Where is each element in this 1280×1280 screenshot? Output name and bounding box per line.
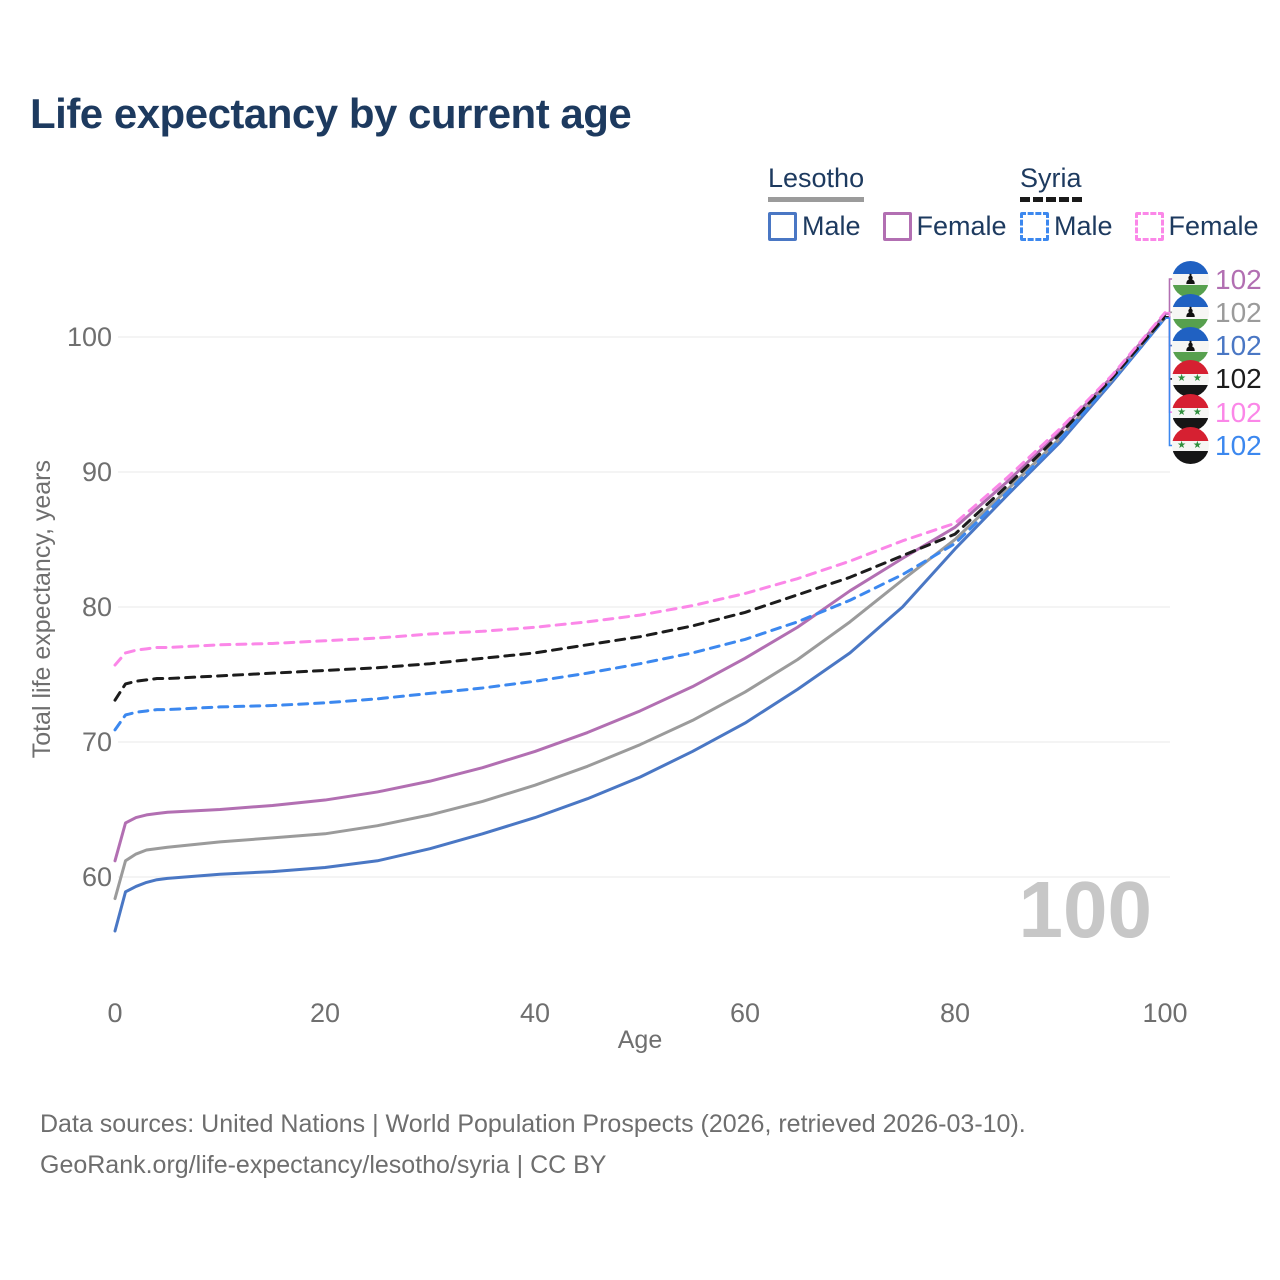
syria-flag-icon: ★ ★ xyxy=(1172,427,1209,464)
series-line-syria_female xyxy=(113,311,1167,667)
end-label-leader-syria_male xyxy=(1165,317,1173,447)
series-line-syria_male xyxy=(113,316,1167,732)
page-title: Life expectancy by current age xyxy=(30,90,632,137)
lesotho-flag-icon: ♟ xyxy=(1172,260,1209,298)
y-tick-label-80: 80 xyxy=(82,592,112,622)
x-tick-label-0: 0 xyxy=(107,998,122,1028)
end-label-leader-lesotho_female xyxy=(1165,278,1173,315)
end-value-lesotho_female: 102 xyxy=(1215,263,1262,295)
syria-female-label[interactable]: Female xyxy=(1168,211,1259,241)
footer: Data sources: United Nations | World Pop… xyxy=(40,1104,1026,1186)
syria-flag-icon: ★ ★ xyxy=(1172,393,1209,431)
lesotho-female-label[interactable]: Female xyxy=(916,211,1007,241)
footer-attribution: GeoRank.org/life-expectancy/lesotho/syri… xyxy=(40,1151,607,1179)
y-tick-label-90: 90 xyxy=(82,457,112,487)
lesotho-female-checkbox[interactable] xyxy=(882,212,912,241)
x-tick-label-40: 40 xyxy=(520,998,550,1028)
syria-female-checkbox[interactable] xyxy=(1134,212,1164,241)
legend-country-syria: Syria xyxy=(1020,163,1082,202)
y-tick-label-100: 100 xyxy=(67,322,112,352)
x-tick-label-60: 60 xyxy=(730,998,760,1028)
lesotho-male-label[interactable]: Male xyxy=(802,211,861,241)
y-tick-label-70: 70 xyxy=(82,727,112,757)
series-line-lesotho_female xyxy=(113,312,1167,863)
current-age-indicator: 100 xyxy=(1018,865,1152,954)
syria-flag-icon: ★ ★ xyxy=(1172,360,1209,398)
end-value-syria_both: 102 xyxy=(1215,363,1262,395)
x-axis-title: Age xyxy=(617,1026,663,1054)
syria-male-label[interactable]: Male xyxy=(1054,211,1113,241)
legend-group-syria: Syria Male Female xyxy=(1020,163,1280,242)
legend-group-lesotho: Lesotho Male Female xyxy=(768,163,1029,242)
lesotho-male-checkbox[interactable] xyxy=(768,212,797,241)
series-line-syria_both xyxy=(113,315,1167,702)
lesotho-flag-icon: ♟ xyxy=(1172,327,1209,365)
end-value-lesotho_both: 102 xyxy=(1215,296,1262,328)
lesotho-flag-icon: ♟ xyxy=(1172,293,1209,331)
x-tick-label-100: 100 xyxy=(1142,998,1187,1028)
x-tick-label-80: 80 xyxy=(940,998,970,1028)
series-line-lesotho_male xyxy=(113,316,1167,933)
end-value-lesotho_male: 102 xyxy=(1215,330,1262,362)
x-tick-label-20: 20 xyxy=(310,998,340,1028)
end-value-syria_male: 102 xyxy=(1215,430,1262,461)
footer-data-sources: Data sources: United Nations | World Pop… xyxy=(40,1110,1026,1138)
y-tick-label-60: 60 xyxy=(82,862,112,892)
series-line-lesotho_both xyxy=(113,315,1167,901)
syria-male-checkbox[interactable] xyxy=(1020,212,1049,241)
legend-country-lesotho: Lesotho xyxy=(768,163,865,202)
end-value-syria_female: 102 xyxy=(1215,396,1262,428)
